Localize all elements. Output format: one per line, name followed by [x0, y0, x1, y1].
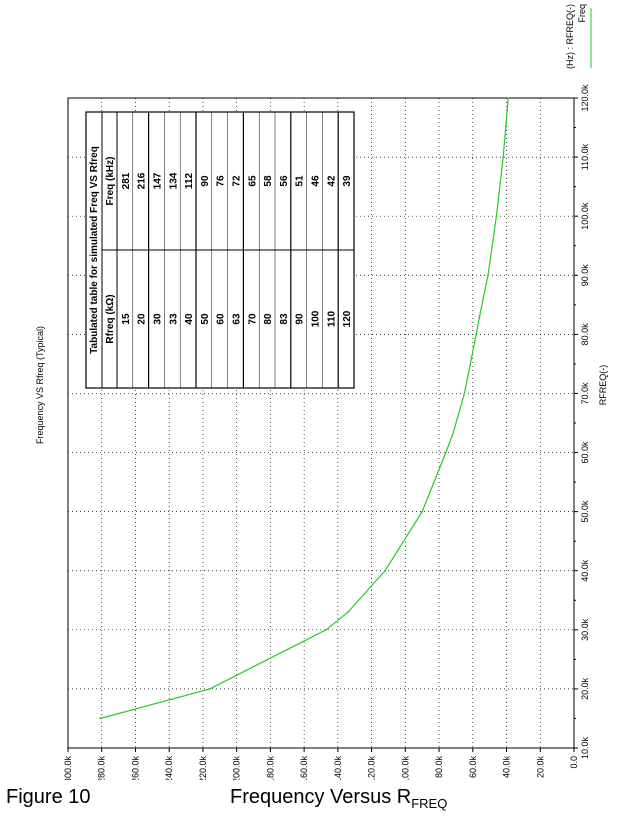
table-cell: 56 [279, 175, 290, 187]
x-tick-label: 50.0k [580, 500, 590, 523]
table-cell: 15 [121, 313, 132, 325]
table-cell: 63 [232, 313, 243, 325]
y-tick-label: 240.0k [164, 756, 174, 780]
table-cell: 60 [216, 313, 227, 325]
table-cell: 76 [216, 175, 227, 187]
series-group [99, 97, 510, 720]
x-tick-label: 30.0k [580, 618, 590, 641]
table-cell: 33 [168, 313, 179, 325]
y-tick-label: 100.0k [400, 756, 410, 780]
chart-title: Frequency VS Rfreq (Typical) [35, 326, 45, 444]
data-point [478, 315, 481, 318]
table-cell: 216 [137, 172, 148, 189]
y-tick-label: 260.0k [130, 756, 140, 780]
figure-title-subscript: FREQ [411, 796, 448, 811]
data-table: Tabulated table for simulated Freq VS Rf… [85, 111, 355, 389]
data-point [507, 97, 510, 99]
data-point [463, 392, 466, 395]
table-cell: 134 [168, 172, 179, 189]
x-tick-label: 120.0k [580, 84, 590, 112]
x-axis-label: RFREQ(-) [598, 365, 608, 406]
table-cell: 20 [137, 313, 148, 325]
data-point [487, 274, 489, 277]
y-tick-label: 140.0k [333, 756, 343, 780]
y-tick-label: 80.0k [434, 756, 444, 779]
data-point [208, 688, 211, 690]
y-tick-label: 180.0k [265, 756, 275, 780]
table-cell: 70 [247, 313, 258, 325]
data-point [421, 510, 424, 513]
table-cell: 83 [279, 313, 290, 325]
y-tick-label: 40.0k [502, 756, 512, 779]
data-point [475, 333, 477, 336]
y-tick-label: 200.0k [232, 756, 242, 780]
table-cell: 40 [184, 313, 195, 325]
table-cell: 80 [263, 313, 274, 325]
y-tick-label: 220.0k [198, 756, 208, 780]
table-header: Freq (kHz) [105, 157, 116, 206]
y-tick-label: 300.0k [63, 756, 73, 780]
y-tick-labels: 0.0 20.0k 40.0k 60.0k 80.0k 100.0k 120.0k 140.0… [63, 756, 579, 780]
chart: 10.0k 20.0k 30.0k 40.0k 50.0k 60.0k 70.0k 80.0k… [35, 4, 608, 780]
table-cell: 39 [342, 175, 353, 187]
data-point [347, 611, 349, 613]
y-tick-label: 0.0 [569, 756, 579, 769]
data-point [495, 215, 498, 217]
x-tick-label: 40.0k [580, 559, 590, 582]
data-point [384, 569, 386, 572]
table-cell: 46 [311, 175, 322, 187]
legend-series-name: Freq [577, 4, 587, 23]
figure-title-main: Frequency Versus R [230, 786, 412, 808]
x-tick-label: 100.0k [580, 202, 590, 230]
table-cell: 147 [153, 172, 164, 189]
legend-axis-label: (Hz) : RFREQ(-) [565, 4, 575, 69]
x-tick-labels: 10.0k 20.0k 30.0k 40.0k 50.0k 60.0k 70.0k 80.0k… [580, 84, 590, 759]
x-tick-label: 90.0k [580, 264, 590, 287]
table-cell: 281 [121, 172, 132, 189]
data-point [502, 156, 504, 158]
table-cell: 110 [326, 310, 337, 327]
data-point [325, 629, 327, 631]
table-title: Tabulated table for simulated Freq VS Rf… [89, 146, 100, 354]
y-tick-label: 160.0k [299, 756, 309, 780]
tick-marks [67, 97, 578, 752]
table-cell: 30 [153, 313, 164, 325]
y-tick-label: 120.0k [367, 756, 377, 780]
figure-title: Frequency Versus RFREQ [230, 786, 447, 811]
y-tick-label: 60.0k [468, 756, 478, 779]
table-cell: 42 [326, 175, 337, 187]
table-cell: 112 [184, 172, 195, 189]
table-cell: 50 [200, 313, 211, 325]
table-cell: 90 [200, 175, 211, 187]
table-header: Rfreq (kΩ) [105, 294, 116, 343]
x-tick-label: 70.0k [580, 382, 590, 405]
y-tick-label: 280.0k [97, 756, 107, 780]
data-point [99, 717, 101, 720]
table-cell: 120 [342, 310, 353, 327]
x-tick-label: 10.0k [580, 736, 590, 759]
x-tick-label: 110.0k [580, 143, 590, 170]
table-cell: 58 [263, 175, 274, 187]
table-cell: 90 [295, 313, 306, 325]
table-cell: 51 [295, 175, 306, 187]
x-tick-label: 60.0k [580, 441, 590, 464]
legend: (Hz) : RFREQ(-) Freq [565, 4, 592, 69]
table-cell: 65 [247, 175, 258, 187]
table-cell: 72 [232, 175, 243, 187]
table-cell: 100 [311, 310, 322, 327]
data-point [445, 451, 447, 454]
x-tick-label: 20.0k [580, 677, 590, 700]
figure-number: Figure 10 [6, 786, 91, 808]
x-tick-label: 80.0k [580, 323, 590, 346]
y-tick-label: 20.0k [535, 756, 545, 779]
data-point [451, 434, 454, 436]
